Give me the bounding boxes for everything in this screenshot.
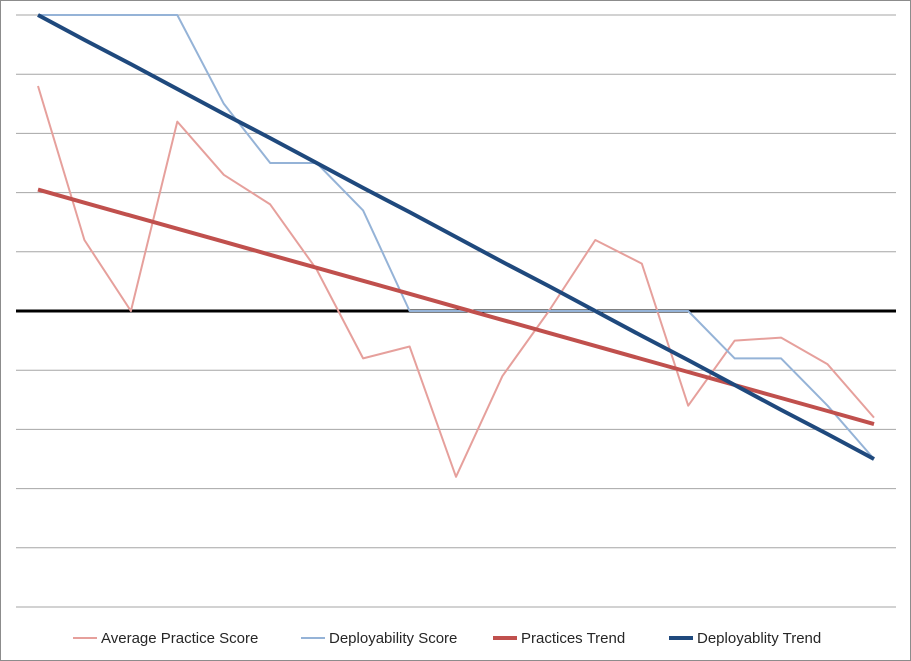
series-line-average-practice-score [37,85,875,478]
legend-label: Deployablity Trend [697,630,821,647]
legend-label: Average Practice Score [101,630,258,647]
series-line-deployability-score [38,14,875,460]
legend: Average Practice Score Deployability Scor… [73,630,821,647]
series-line-practices-trend [37,187,875,427]
legend-label: Practices Trend [521,630,625,647]
legend-label: Deployability Score [329,630,457,647]
series-group [37,13,875,478]
series-line-deployablity-trend [37,13,875,461]
